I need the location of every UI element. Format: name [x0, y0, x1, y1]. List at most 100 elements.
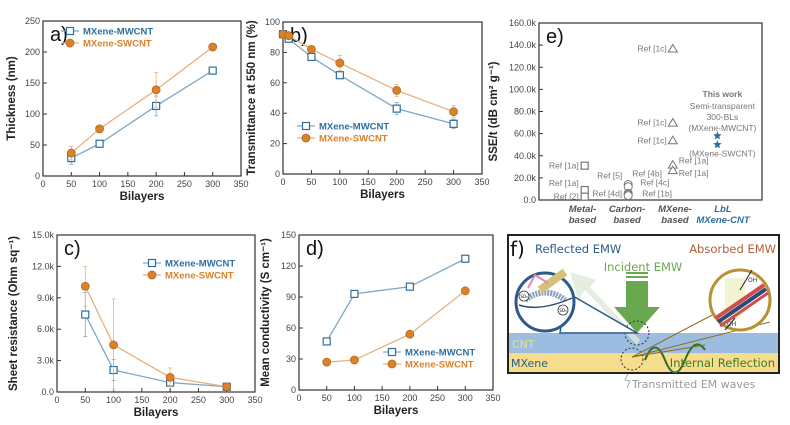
- data-point: [307, 52, 316, 62]
- data-point: [335, 71, 344, 80]
- x-tick-label: 350: [247, 395, 262, 405]
- this-work-line: 300-BLs: [707, 112, 739, 122]
- y-tick-label: 9.0k: [37, 293, 55, 303]
- chart-d: 0 30 60 90 120 150 0 50 100 150 200 250 300 350 Bilaye…: [260, 230, 501, 417]
- transmitted-label: Transmitted EM waves: [631, 378, 756, 391]
- data-point: [461, 254, 470, 263]
- panel-label-f: f): [510, 237, 525, 261]
- y-tick-label: 160.0k: [509, 18, 537, 28]
- data-point: [392, 104, 401, 113]
- series-line: [282, 33, 454, 113]
- x-tick-label: 50: [322, 393, 332, 403]
- point-label: Ref [4c]: [640, 177, 669, 187]
- cnt-layer: [509, 333, 778, 353]
- x-tick-label: 300: [219, 395, 234, 405]
- y-tick-label: 20.0k: [514, 173, 537, 183]
- point-label: Ref [1a]: [549, 178, 579, 188]
- x-tick-label: 350: [485, 393, 500, 403]
- data-point: [165, 372, 175, 382]
- plot-frame: [282, 21, 483, 175]
- series-mxene-swcnt: [66, 42, 218, 161]
- x-axis-title: Bilayers: [120, 191, 165, 203]
- this-work-star-icon: [713, 131, 722, 140]
- y-tick-label: 60: [286, 323, 296, 333]
- x-tick-label: 200: [389, 177, 404, 187]
- x-axis-title: Bilayers: [374, 405, 419, 417]
- data-point: [322, 357, 332, 367]
- data-point: [335, 58, 345, 68]
- x-tick-label: 100: [332, 177, 347, 187]
- series-mxene-swcnt: [80, 265, 232, 392]
- series-line: [84, 286, 227, 388]
- y-tick-label: 200: [25, 47, 40, 57]
- legend-label: MXene-SWCNT: [83, 39, 152, 50]
- y-tick-label: 20: [270, 139, 280, 149]
- panel-label: b): [290, 25, 308, 47]
- x-tick-label: 250: [430, 393, 445, 403]
- legend-label: MXene-SWCNT: [319, 134, 388, 145]
- series-mxene-mwcnt: [81, 292, 231, 391]
- x-tick-label: 100: [92, 179, 107, 189]
- so3-label: SO₃: [520, 294, 528, 299]
- data-point: [284, 31, 294, 41]
- x-axis-title: Bilayers: [360, 189, 405, 201]
- y-tick-label: 3.0k: [37, 356, 55, 366]
- data-point: [80, 281, 90, 291]
- data-point: [81, 310, 90, 319]
- chart-e: 0.0 20.0k 40.0k 60.0k 80.0k 100.0k 120.0k 140.0…: [488, 18, 763, 226]
- absorbed-ray: [631, 311, 719, 358]
- y-tick-label: 40.0k: [514, 151, 537, 161]
- panel-label: a): [50, 24, 68, 46]
- legend-label: MXene-MWCNT: [83, 27, 153, 38]
- x-tick-label: 100: [347, 393, 362, 403]
- series-line: [70, 46, 214, 154]
- y-tick-label: 30: [286, 354, 296, 364]
- category-label: based: [661, 215, 689, 226]
- point-label: Ref [4d]: [592, 188, 622, 198]
- data-point: [350, 289, 359, 298]
- point-label: Ref [1b]: [642, 189, 672, 199]
- incident-emw-label: Incident EMW: [604, 260, 683, 274]
- data-point: [151, 85, 161, 95]
- legend-label: MXene-MWCNT: [405, 348, 475, 359]
- x-tick-label: 150: [120, 179, 135, 189]
- category-label: LbL: [714, 204, 732, 215]
- series-line: [326, 258, 466, 342]
- series-mxene-mwcnt: [67, 66, 217, 165]
- category-label: based: [613, 215, 641, 226]
- x-tick-label: 300: [458, 393, 473, 403]
- oh-label: OH: [748, 277, 757, 284]
- reflected-emw-label: Reflected EMW: [535, 242, 621, 256]
- category-label: MXene-: [658, 204, 692, 215]
- scatter-point: [580, 185, 589, 195]
- y-tick-label: 80.0k: [514, 107, 537, 117]
- x-tick-label: 200: [402, 393, 417, 403]
- point-label: Ref [1c]: [638, 43, 667, 53]
- data-point: [460, 286, 470, 296]
- legend-marker: [301, 121, 311, 131]
- scatter-point: [580, 161, 589, 170]
- plot-frame: [298, 234, 494, 391]
- chart-b: 0 20 40 60 80 100 0 50 100 150 200 250 300 350 Bilayer…: [246, 17, 490, 201]
- category-label: Metal-: [569, 204, 596, 215]
- chart-c: 0.0 3.0k 6.0k 9.0k 12.0k 15.0k 0 50 100 150 200 250…: [8, 230, 263, 419]
- wave-icon: [644, 343, 706, 374]
- data-point: [322, 337, 331, 346]
- series-mxene-mwcnt: [322, 254, 470, 346]
- y-axis-title: Thickness (nm): [6, 56, 18, 141]
- data-point: [208, 42, 218, 52]
- y-tick-label: 60: [270, 78, 280, 88]
- x-tick-label: 50: [306, 177, 316, 187]
- data-point: [392, 86, 402, 95]
- data-point: [350, 355, 359, 365]
- legend-label: MXene-SWCNT: [165, 271, 234, 282]
- data-point: [66, 148, 76, 158]
- mxene-zoom-circle: [620, 347, 644, 371]
- x-tick-label: 150: [375, 393, 390, 403]
- y-tick-label: 140.0k: [509, 40, 537, 50]
- y-tick-label: 150: [25, 78, 40, 88]
- scatter-point: [623, 191, 633, 201]
- legend-marker: [387, 359, 397, 369]
